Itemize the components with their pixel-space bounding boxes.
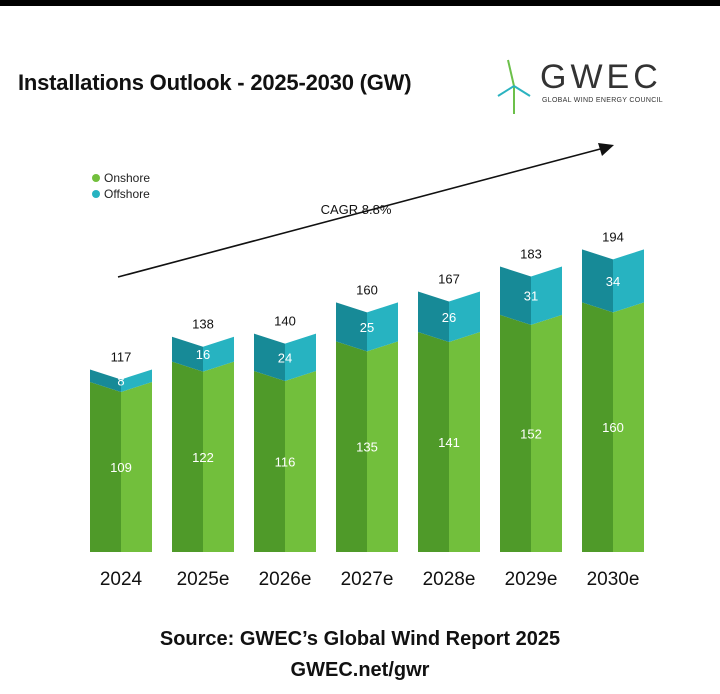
total-value-2024: 117 xyxy=(111,349,132,364)
bar-onshore-right-2028e xyxy=(449,332,480,552)
offshore-value-2029e: 31 xyxy=(524,289,538,304)
bar-offshore-right-2027e xyxy=(367,302,398,352)
bar-onshore-left-2024 xyxy=(90,381,121,552)
bar-offshore-left-2026e xyxy=(254,333,285,382)
logo-wordmark: GWEC xyxy=(540,58,662,96)
bar-onshore-left-2027e xyxy=(336,341,367,552)
bar-onshore-right-2029e xyxy=(531,314,562,552)
total-value-2028e: 167 xyxy=(438,271,460,286)
bar-offshore-right-2025e xyxy=(203,336,234,372)
chart-legend: Onshore Offshore xyxy=(92,170,150,202)
bar-offshore-left-2028e xyxy=(418,291,449,343)
legend-item-onshore: Onshore xyxy=(92,170,150,186)
bar-onshore-right-2027e xyxy=(367,341,398,552)
offshore-value-2030e: 34 xyxy=(606,274,620,289)
onshore-value-2028e: 141 xyxy=(438,435,460,450)
cagr-label: CAGR 8.8% xyxy=(321,202,392,217)
offshore-value-2024: 8 xyxy=(117,374,124,389)
x-tick-2026e: 2026e xyxy=(259,569,312,590)
bar-onshore-right-2030e xyxy=(613,302,644,552)
installations-chart: 109 8 117 2024 122 16 138 2025e 116 24 140 2026e 135… xyxy=(90,143,644,590)
bar-offshore-right-2026e xyxy=(285,333,316,382)
bar-onshore-right-2026e xyxy=(285,371,316,552)
total-value-2027e: 160 xyxy=(356,282,378,297)
top-border xyxy=(0,0,720,6)
bar-onshore-left-2030e xyxy=(582,302,613,552)
onshore-value-2024: 109 xyxy=(110,460,132,475)
bar-offshore-left-2025e xyxy=(172,336,203,372)
x-tick-2027e: 2027e xyxy=(341,569,394,590)
offshore-swatch xyxy=(92,190,100,198)
total-value-2025e: 138 xyxy=(192,317,214,332)
offshore-value-2026e: 24 xyxy=(278,350,292,365)
onshore-value-2026e: 116 xyxy=(275,455,296,470)
total-value-2026e: 140 xyxy=(274,314,296,329)
x-tick-2030e: 2030e xyxy=(587,569,640,590)
offshore-value-2027e: 25 xyxy=(360,320,374,335)
cagr-arrow-line xyxy=(117,147,605,278)
onshore-value-2025e: 122 xyxy=(192,450,214,465)
bar-offshore-right-2024 xyxy=(121,369,152,392)
bar-offshore-left-2024 xyxy=(90,369,121,392)
bar-offshore-right-2029e xyxy=(531,266,562,325)
source-note: Source: GWEC’s Global Wind Report 2025 xyxy=(159,628,561,650)
bar-offshore-left-2027e xyxy=(336,302,367,352)
x-tick-2028e: 2028e xyxy=(423,569,476,590)
bar-offshore-left-2030e xyxy=(582,249,613,313)
total-value-2029e: 183 xyxy=(520,247,542,262)
legend-label-onshore: Onshore xyxy=(104,171,151,185)
legend-item-offshore: Offshore xyxy=(92,186,150,202)
x-tick-2029e: 2029e xyxy=(505,569,558,590)
cagr-arrow-head xyxy=(598,143,614,156)
logo-subtitle: GLOBAL WIND ENERGY COUNCIL xyxy=(542,97,663,104)
bar-offshore-left-2029e xyxy=(500,266,531,325)
offshore-value-2028e: 26 xyxy=(442,310,456,325)
onshore-value-2029e: 152 xyxy=(520,426,542,441)
onshore-value-2027e: 135 xyxy=(356,440,378,455)
x-tick-2025e: 2025e xyxy=(177,569,230,590)
bar-onshore-right-2024 xyxy=(121,381,152,552)
onshore-value-2030e: 160 xyxy=(602,420,624,435)
bar-onshore-left-2028e xyxy=(418,332,449,552)
bar-onshore-right-2025e xyxy=(203,361,234,552)
bar-onshore-left-2029e xyxy=(500,314,531,552)
legend-label-offshore: Offshore xyxy=(104,187,150,201)
total-value-2030e: 194 xyxy=(602,229,624,244)
wind-turbine-icon xyxy=(497,59,531,114)
bar-onshore-left-2026e xyxy=(254,371,285,552)
onshore-swatch xyxy=(92,174,100,182)
bar-offshore-right-2028e xyxy=(449,291,480,343)
bar-onshore-left-2025e xyxy=(172,361,203,552)
chart-title: Installations Outlook - 2025-2030 (GW) xyxy=(18,70,412,95)
offshore-value-2025e: 16 xyxy=(196,347,210,362)
source-url[interactable]: GWEC.net/gwr xyxy=(290,659,430,681)
x-tick-2024: 2024 xyxy=(100,569,143,590)
gwec-logo: GWEC GLOBAL WIND ENERGY COUNCIL xyxy=(494,56,684,118)
bar-offshore-right-2030e xyxy=(613,249,644,313)
